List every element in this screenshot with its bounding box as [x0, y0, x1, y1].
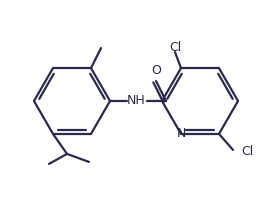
Text: NH: NH: [127, 95, 145, 108]
Text: O: O: [151, 64, 161, 76]
Text: Cl: Cl: [169, 41, 181, 54]
Text: N: N: [176, 127, 186, 140]
Text: Cl: Cl: [241, 145, 253, 158]
